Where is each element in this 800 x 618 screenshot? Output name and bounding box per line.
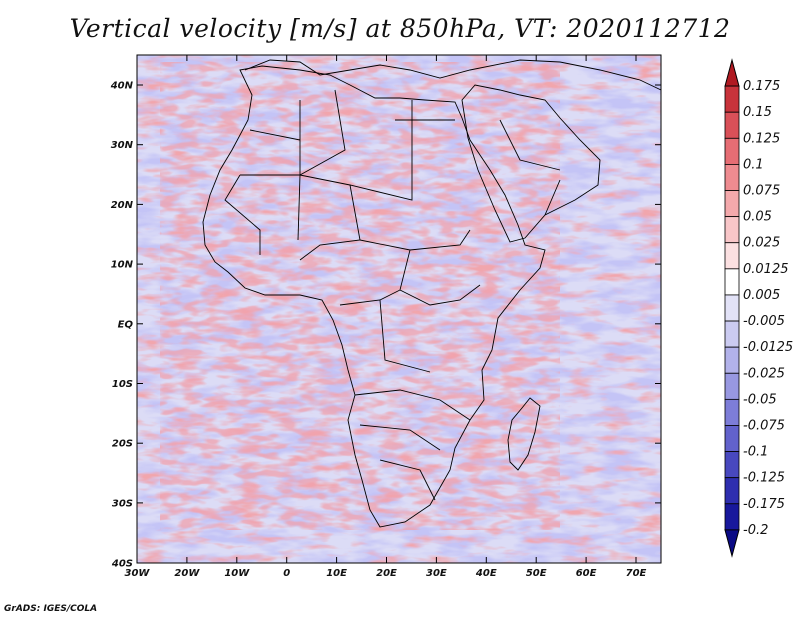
colorbar-label: -0.075 — [743, 418, 785, 433]
lat-tick-label: 10S — [112, 379, 133, 390]
arabia-coastline — [461, 84, 601, 243]
colorbar-swatch — [724, 451, 740, 479]
colorbar-label: 0.075 — [743, 184, 780, 199]
colorbar-label: 0.175 — [743, 79, 780, 94]
lat-tick-label: 40S — [111, 559, 133, 570]
map-frame — [136, 54, 662, 564]
colorbar-label: -0.005 — [743, 314, 785, 329]
lon-tick-label: 60E — [576, 568, 597, 579]
lon-tick-label: 10W — [224, 568, 250, 579]
colorbar-swatch — [724, 372, 740, 400]
colorbar-label: -0.2 — [743, 523, 768, 538]
lon-tick-label: 20E — [376, 568, 397, 579]
colorbar-label: -0.1 — [743, 445, 768, 460]
colorbar-swatch — [724, 137, 740, 165]
colorbar-swatch — [724, 398, 740, 426]
colorbar-arrow-top — [724, 58, 740, 87]
lat-tick-label: 30S — [112, 498, 133, 509]
lat-tick-label: 30N — [111, 140, 134, 151]
colorbar-label: 0.1 — [743, 157, 764, 172]
longitude-axis: 30W 20W 10W 0 10E 20E 30E 40E 50E 60E 70E — [125, 55, 647, 579]
colorbar-label: -0.025 — [743, 366, 785, 381]
colorbar-swatch — [724, 268, 740, 296]
colorbar-label: -0.125 — [743, 471, 785, 486]
colorbar-arrow-bottom — [724, 529, 740, 558]
colorbar-swatch — [724, 320, 740, 348]
internal-borders — [224, 89, 561, 501]
colorbar-label: -0.05 — [743, 392, 777, 407]
colorbar-swatch — [724, 346, 740, 374]
lon-tick-label: 30W — [125, 568, 151, 579]
colorbar-swatch — [724, 164, 740, 191]
lat-tick-label: 40N — [110, 81, 134, 92]
lon-tick-label: 10E — [326, 568, 347, 579]
colorbar-label: 0.005 — [743, 288, 780, 303]
colorbar-swatch — [724, 294, 740, 322]
country-borders — [202, 59, 661, 528]
madagascar-coastline — [507, 397, 541, 471]
lon-tick-label: 70E — [626, 568, 647, 579]
colorbar-swatch — [724, 85, 740, 113]
lat-tick-label: EQ — [118, 319, 134, 330]
lon-tick-label: 0 — [283, 568, 290, 579]
colorbar-label: 0.125 — [743, 131, 780, 146]
colorbar-swatch — [724, 190, 740, 218]
africa-coastline — [202, 65, 546, 528]
colorbar-label: -0.0125 — [743, 340, 793, 355]
colorbar-swatch — [724, 242, 740, 270]
lon-tick-label: 20W — [174, 568, 200, 579]
colorbar-swatch — [724, 503, 740, 531]
colorbar-swatch — [724, 216, 740, 244]
colorbar-label: 0.15 — [743, 105, 772, 120]
lon-tick-label: 30E — [426, 568, 447, 579]
colorbar: 0.175 0.15 0.125 0.1 0.075 0.05 0.025 0.0125 0.0… — [724, 58, 793, 558]
colorbar-label: 0.025 — [743, 236, 780, 251]
lat-tick-label: 20N — [111, 200, 134, 211]
colorbar-swatch — [724, 111, 740, 139]
colorbar-label: 0.05 — [743, 210, 772, 225]
colorbar-label: 0.0125 — [743, 262, 789, 277]
latitude-axis: 40N 30N 20N 10N EQ 10S 20S 30S 40S — [110, 81, 661, 570]
lat-tick-label: 10N — [111, 260, 134, 271]
europe-coastline — [244, 59, 661, 91]
colorbar-swatch — [724, 477, 740, 505]
colorbar-label: -0.175 — [743, 497, 785, 512]
map-title: Vertical velocity [m/s] at 850hPa, VT: 2… — [69, 14, 731, 43]
colorbar-swatch — [724, 425, 740, 452]
grads-credit: GrADS: IGES/COLA — [4, 604, 98, 614]
lon-tick-label: 40E — [475, 568, 497, 579]
velocity-field — [137, 55, 661, 563]
lat-tick-label: 20S — [112, 439, 133, 450]
lon-tick-label: 50E — [526, 568, 547, 579]
